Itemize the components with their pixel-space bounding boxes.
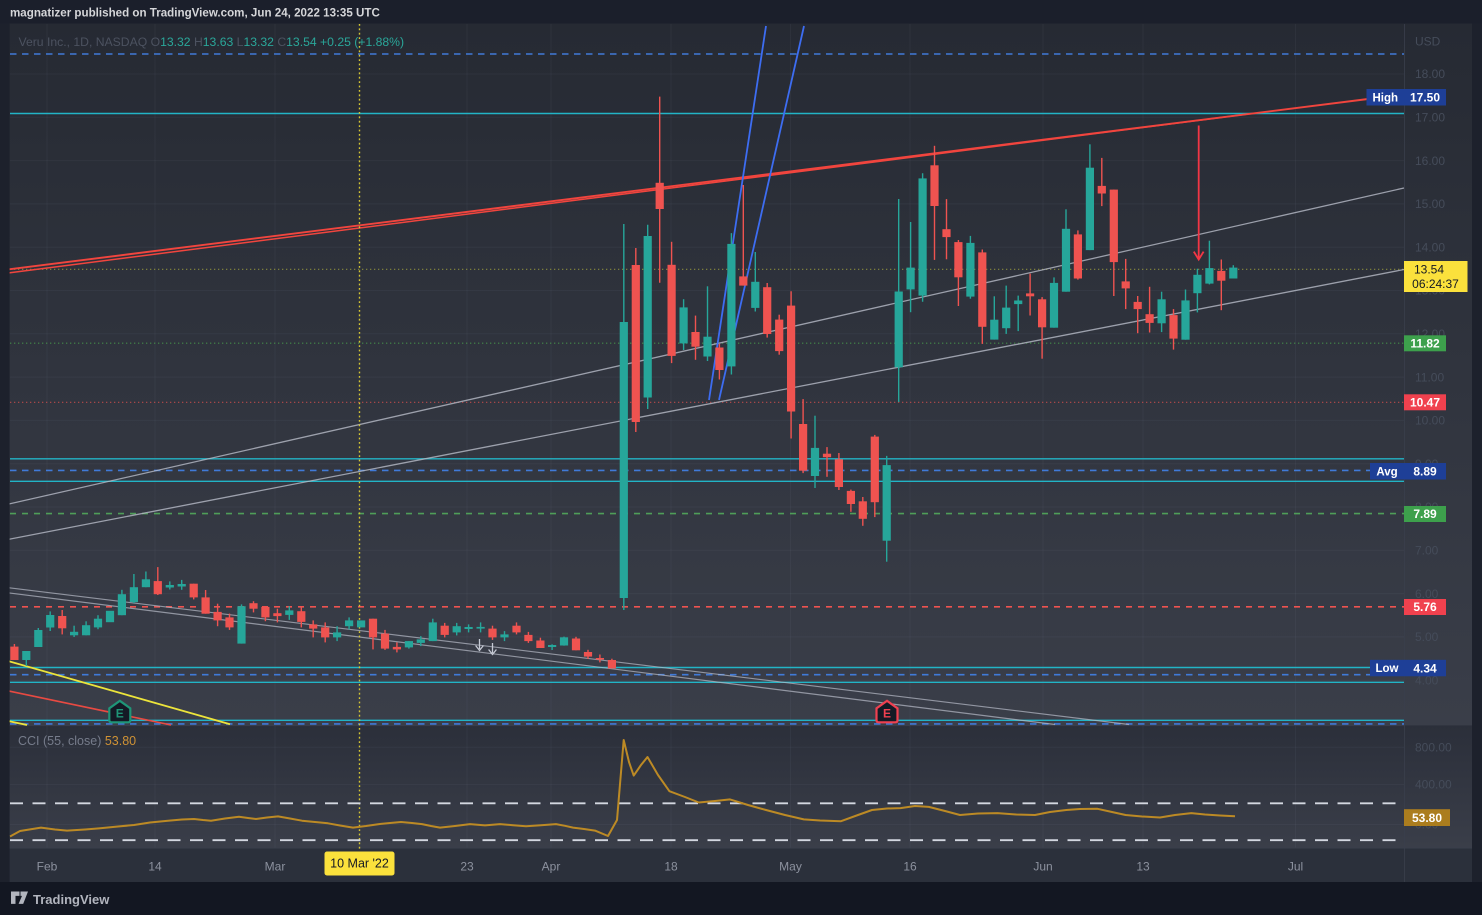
svg-text:Mar: Mar xyxy=(265,860,286,874)
svg-text:10.47: 10.47 xyxy=(1410,396,1440,410)
svg-text:11.82: 11.82 xyxy=(1410,337,1440,351)
svg-text:18: 18 xyxy=(664,860,678,874)
svg-text:Jul: Jul xyxy=(1288,860,1303,874)
svg-text:400.00: 400.00 xyxy=(1415,778,1452,792)
svg-text:7.00: 7.00 xyxy=(1415,544,1439,558)
svg-text:4.00: 4.00 xyxy=(1415,673,1439,687)
svg-text:11.00: 11.00 xyxy=(1415,370,1444,384)
svg-text:17.00: 17.00 xyxy=(1415,111,1445,125)
svg-text:USD: USD xyxy=(1415,35,1441,49)
svg-text:Jun: Jun xyxy=(1033,860,1052,874)
svg-text:53.80: 53.80 xyxy=(1412,811,1442,825)
svg-text:High: High xyxy=(1372,92,1398,104)
svg-text:18.00: 18.00 xyxy=(1415,67,1445,81)
svg-text:Veru Inc., 1D, NASDAQ O13.32 H: Veru Inc., 1D, NASDAQ O13.32 H13.63 L13.… xyxy=(19,35,405,49)
svg-text:5.76: 5.76 xyxy=(1413,600,1437,614)
svg-text:8.89: 8.89 xyxy=(1413,464,1437,478)
svg-text:magnatizer published on Tradin: magnatizer published on TradingView.com,… xyxy=(10,7,380,20)
svg-text:5.00: 5.00 xyxy=(1415,630,1439,644)
svg-text:CCI (55, close) 53.80: CCI (55, close) 53.80 xyxy=(18,734,136,748)
svg-text:17.50: 17.50 xyxy=(1410,90,1440,104)
svg-text:06:24:37: 06:24:37 xyxy=(1412,277,1459,291)
svg-text:7.89: 7.89 xyxy=(1413,507,1437,521)
svg-text:14.00: 14.00 xyxy=(1415,240,1445,254)
svg-text:13: 13 xyxy=(1136,860,1150,874)
svg-text:13.54: 13.54 xyxy=(1414,263,1444,277)
svg-text:23: 23 xyxy=(460,860,474,874)
svg-text:15.00: 15.00 xyxy=(1415,197,1445,211)
svg-text:May: May xyxy=(779,860,802,874)
svg-text:E: E xyxy=(116,706,124,720)
svg-text:14: 14 xyxy=(148,860,162,874)
svg-text:Avg: Avg xyxy=(1376,466,1397,478)
svg-text:Feb: Feb xyxy=(37,860,58,874)
svg-text:800.00: 800.00 xyxy=(1415,740,1452,754)
svg-text:E: E xyxy=(883,706,891,720)
svg-text:TradingView: TradingView xyxy=(33,892,110,907)
svg-text:16: 16 xyxy=(903,860,917,874)
svg-text:6.00: 6.00 xyxy=(1415,587,1439,601)
svg-text:10.00: 10.00 xyxy=(1415,414,1445,428)
svg-text:4.34: 4.34 xyxy=(1413,661,1437,675)
svg-text:Low: Low xyxy=(1376,663,1399,675)
svg-text:16.00: 16.00 xyxy=(1415,154,1445,168)
svg-text:10 Mar '22: 10 Mar '22 xyxy=(330,857,389,871)
svg-text:Apr: Apr xyxy=(542,860,561,874)
